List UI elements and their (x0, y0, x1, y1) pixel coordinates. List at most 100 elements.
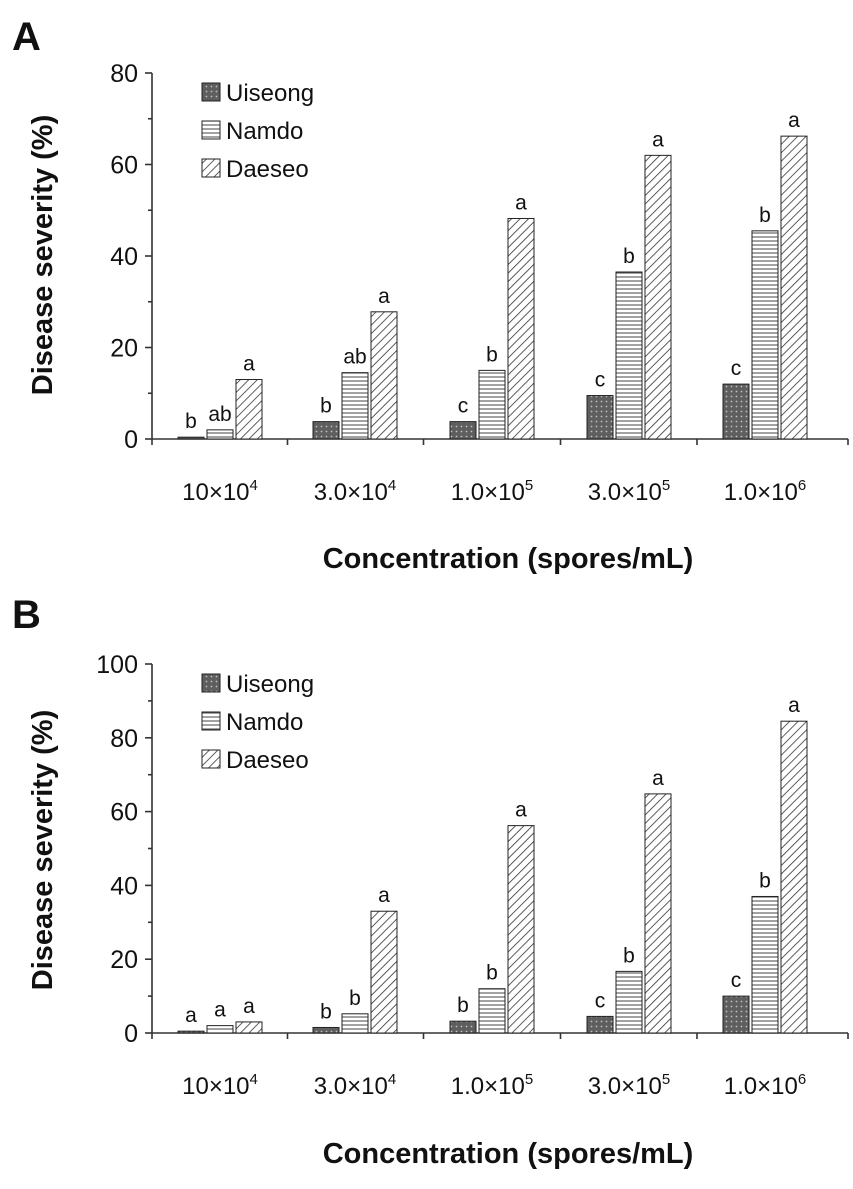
sig-letter-daeseo-2: a (378, 884, 390, 907)
x-tick-label: 10×104 (182, 477, 258, 506)
panel-b: B Disease severity (%) Concentration (sp… (12, 593, 849, 1170)
bar-namdo-1 (206, 1025, 234, 1034)
x-tick-label: 10×104 (182, 1071, 258, 1100)
y-tick-label: 40 (110, 243, 138, 271)
sig-letter-uiseong-4: c (595, 369, 606, 392)
panel-b-plot: 0 20 40 60 80 100 10×104 3.0×104 1.0×105 3.0×105 1… (96, 651, 849, 1100)
panel-b-legend: Uiseong Namdo Daeseo (201, 671, 314, 774)
sig-letter-daeseo-1: a (243, 995, 255, 1018)
bar-daeseo-2 (370, 311, 398, 440)
bar-uiseong-5 (722, 995, 750, 1034)
x-tick-label: 3.0×104 (314, 477, 396, 506)
sig-letter-uiseong-2: b (320, 1000, 332, 1023)
y-tick-label: 0 (124, 1020, 138, 1048)
x-tick-label: 1.0×106 (724, 1071, 806, 1100)
sig-letter-uiseong-5: c (731, 357, 742, 380)
sig-letter-daeseo-1: a (243, 353, 255, 376)
bar-uiseong-3 (449, 421, 477, 440)
sig-letter-uiseong-4: c (595, 989, 606, 1012)
legend-label-uiseong: Uiseong (226, 80, 314, 107)
bar-daeseo-3 (507, 825, 535, 1034)
bar-uiseong-5 (722, 383, 750, 440)
panel-b-x-axis-title: Concentration (spores/mL) (323, 1138, 694, 1170)
bar-uiseong-2 (312, 1026, 340, 1034)
y-tick-label: 100 (96, 651, 138, 679)
sig-letter-daeseo-2: a (378, 285, 390, 308)
panel-a-y-axis-title: Disease severity (%) (27, 115, 59, 396)
bar-uiseong-2 (312, 421, 340, 440)
bar-namdo-2 (341, 1013, 369, 1034)
sig-letter-uiseong-1: a (185, 1004, 197, 1027)
bar-uiseong-1 (177, 436, 205, 440)
bar-uiseong-3 (449, 1020, 477, 1034)
bar-namdo-5 (751, 895, 779, 1034)
sig-letter-namdo-2: ab (343, 346, 366, 369)
y-tick-label: 40 (110, 872, 138, 900)
panel-b-y-axis-title: Disease severity (%) (27, 710, 59, 991)
bar-namdo-3 (478, 988, 506, 1034)
sig-letter-namdo-5: b (759, 869, 771, 892)
bar-namdo-5 (751, 230, 779, 440)
bar-daeseo-4 (644, 793, 672, 1034)
sig-letter-namdo-5: b (759, 204, 771, 227)
bar-namdo-2 (341, 372, 369, 440)
bar-namdo-1 (206, 429, 234, 440)
x-tick-label: 1.0×106 (724, 477, 806, 506)
bar-daeseo-3 (507, 217, 535, 440)
bar-uiseong-4 (586, 395, 614, 440)
legend-label-namdo: Namdo (226, 709, 303, 736)
bar-namdo-4 (615, 271, 643, 440)
sig-letter-namdo-1: a (214, 999, 226, 1022)
bar-namdo-3 (478, 369, 506, 440)
bar-daeseo-4 (644, 154, 672, 440)
panel-a-legend: Uiseong Namdo Daeseo (201, 80, 314, 183)
x-tick-label: 3.0×105 (588, 1071, 670, 1100)
legend-label-namdo: Namdo (226, 118, 303, 145)
bar-namdo-4 (615, 970, 643, 1034)
sig-letter-daeseo-5: a (788, 694, 800, 717)
y-tick-label: 0 (124, 426, 138, 454)
legend-swatch-namdo (201, 120, 221, 140)
y-tick-label: 80 (110, 60, 138, 88)
sig-letter-daeseo-5: a (788, 109, 800, 132)
sig-letter-uiseong-2: b (320, 395, 332, 418)
legend-swatch-daeseo (201, 749, 221, 769)
bar-daeseo-5 (780, 720, 808, 1034)
sig-letter-namdo-3: b (486, 962, 498, 985)
legend-label-uiseong: Uiseong (226, 671, 314, 698)
sig-letter-uiseong-3: c (458, 395, 469, 418)
x-tick-label: 1.0×105 (451, 477, 533, 506)
sig-letter-namdo-3: b (486, 343, 498, 366)
y-tick-label: 20 (110, 946, 138, 974)
panel-a-x-axis-title: Concentration (spores/mL) (323, 543, 694, 575)
legend-swatch-daeseo (201, 158, 221, 178)
legend-swatch-uiseong (201, 82, 221, 102)
bar-uiseong-1 (177, 1030, 205, 1034)
panel-a-label: A (12, 15, 41, 59)
bar-daeseo-5 (780, 135, 808, 440)
sig-letter-namdo-4: b (623, 944, 635, 967)
sig-letter-daeseo-4: a (652, 128, 664, 151)
x-tick-label: 3.0×104 (314, 1071, 396, 1100)
y-tick-label: 80 (110, 725, 138, 753)
legend-label-daeseo: Daeseo (226, 156, 309, 183)
sig-letter-daeseo-3: a (515, 191, 527, 214)
sig-letter-namdo-4: b (623, 245, 635, 268)
sig-letter-uiseong-3: b (457, 994, 469, 1017)
bar-daeseo-1 (235, 1021, 263, 1034)
x-tick-label: 3.0×105 (588, 477, 670, 506)
sig-letter-namdo-2: b (349, 987, 361, 1010)
bar-uiseong-4 (586, 1015, 614, 1034)
panel-a-y-title: Disease severity (%) (27, 115, 59, 396)
legend-label-daeseo: Daeseo (226, 747, 309, 774)
legend-swatch-uiseong (201, 673, 221, 693)
sig-letter-uiseong-1: b (185, 410, 197, 433)
legend-swatch-namdo (201, 711, 221, 731)
x-tick-label: 1.0×105 (451, 1071, 533, 1100)
y-tick-label: 60 (110, 152, 138, 180)
panel-a-plot: 0 20 40 60 80 10×104 3.0×104 1.0×105 3.0×105 1.0×… (110, 60, 849, 506)
sig-letter-uiseong-5: c (731, 969, 742, 992)
panel-b-label: B (12, 593, 41, 637)
bar-daeseo-2 (370, 910, 398, 1034)
